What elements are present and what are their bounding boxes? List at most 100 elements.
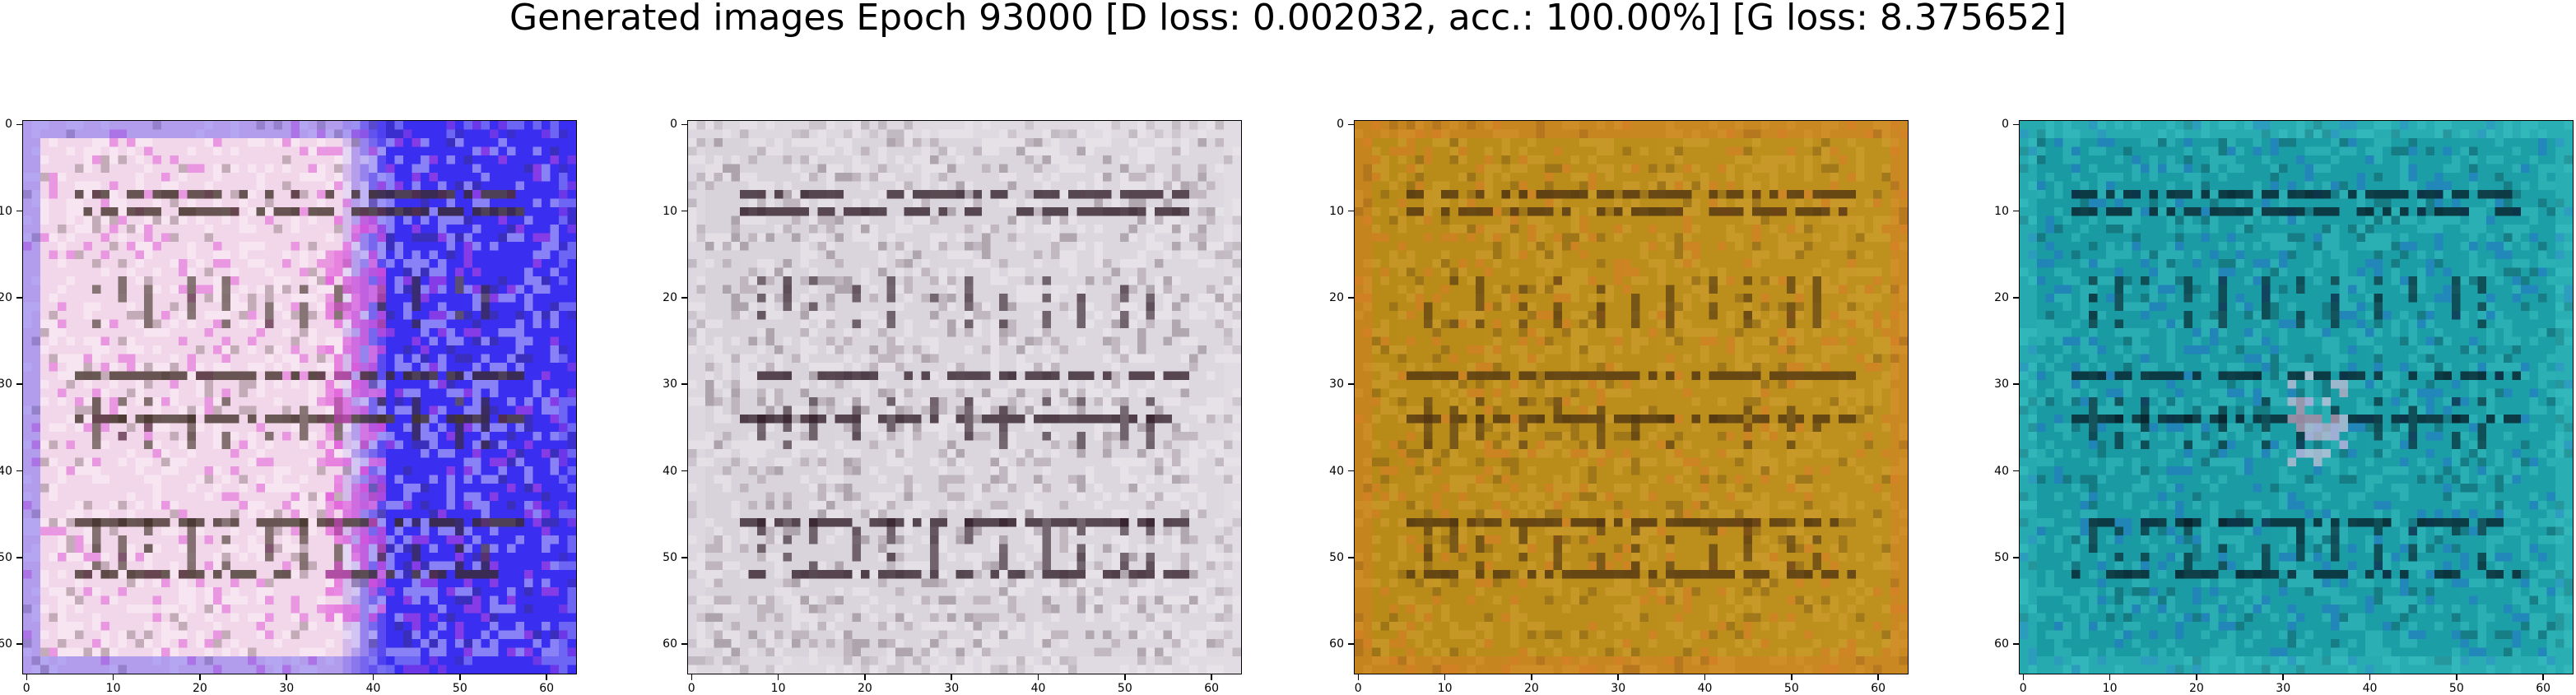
- y-tick: [16, 210, 22, 212]
- x-tick: [546, 674, 547, 680]
- x-tick-label: 60: [539, 682, 555, 695]
- x-tick: [2109, 674, 2111, 680]
- y-tick: [1348, 297, 1354, 299]
- x-tick-label: 30: [279, 682, 295, 695]
- y-tick-label: 10: [663, 204, 677, 218]
- y-tick: [1348, 210, 1354, 212]
- y-tick-label: 0: [5, 118, 12, 132]
- y-tick-label: 50: [1994, 550, 2009, 564]
- x-tick: [864, 674, 866, 680]
- y-tick: [16, 123, 22, 126]
- x-tick: [951, 674, 952, 680]
- y-tick-label: 40: [663, 464, 677, 478]
- y-tick: [2013, 123, 2019, 126]
- y-tick: [681, 383, 687, 385]
- x-tick-label: 50: [1783, 682, 1799, 695]
- x-tick: [2456, 674, 2457, 680]
- y-tick-label: 20: [1329, 290, 1344, 304]
- y-tick-label: 20: [1994, 290, 2009, 304]
- y-tick-label: 20: [0, 290, 12, 304]
- y-tick-label: 40: [0, 464, 12, 478]
- image-canvas-1: [23, 121, 576, 674]
- x-tick-label: 30: [944, 682, 960, 695]
- x-tick-label: 40: [365, 682, 381, 695]
- x-tick-label: 60: [1871, 682, 1886, 695]
- x-tick-label: 20: [192, 682, 207, 695]
- y-tick: [2013, 557, 2019, 558]
- y-tick: [681, 297, 687, 299]
- x-tick-label: 0: [22, 682, 30, 695]
- image-canvas-3: [1355, 121, 1908, 674]
- y-tick-label: 60: [1329, 637, 1344, 651]
- x-tick-label: 0: [2019, 682, 2027, 695]
- x-tick-label: 60: [1204, 682, 1220, 695]
- y-tick: [16, 470, 22, 472]
- x-tick: [372, 674, 374, 680]
- image-canvas-2: [688, 121, 1241, 674]
- x-tick-label: 10: [770, 682, 786, 695]
- generated-image-1: [22, 120, 577, 674]
- y-tick: [1348, 383, 1354, 385]
- x-tick: [286, 674, 287, 680]
- y-tick-label: 60: [663, 637, 677, 651]
- x-tick-label: 40: [2362, 682, 2378, 695]
- y-tick-label: 50: [1329, 550, 1344, 564]
- x-tick-label: 50: [1117, 682, 1132, 695]
- x-tick-label: 40: [1697, 682, 1713, 695]
- x-tick-label: 30: [1611, 682, 1626, 695]
- x-tick: [1877, 674, 1879, 680]
- x-tick: [1444, 674, 1446, 680]
- y-tick-label: 30: [0, 378, 12, 392]
- x-tick: [1531, 674, 1532, 680]
- generated-image-3: [1354, 120, 1909, 674]
- y-tick: [681, 470, 687, 472]
- y-tick-label: 0: [1337, 118, 1344, 132]
- y-tick-label: 10: [1994, 204, 2009, 218]
- y-tick: [1348, 643, 1354, 645]
- image-canvas-4: [2020, 121, 2573, 674]
- x-tick: [112, 674, 114, 680]
- x-tick: [2282, 674, 2284, 680]
- y-tick-label: 50: [0, 550, 12, 564]
- y-tick: [16, 643, 22, 645]
- y-tick: [16, 297, 22, 299]
- x-tick-label: 20: [1523, 682, 1539, 695]
- y-tick-label: 60: [1994, 637, 2009, 651]
- x-tick: [1617, 674, 1619, 680]
- generated-image-2: [687, 120, 1242, 674]
- y-tick: [681, 643, 687, 645]
- x-tick: [1357, 674, 1360, 680]
- y-tick-label: 10: [1329, 204, 1344, 218]
- y-tick: [681, 557, 687, 558]
- y-tick: [681, 210, 687, 212]
- x-tick: [777, 674, 779, 680]
- x-tick: [199, 674, 201, 680]
- y-tick: [2013, 297, 2019, 299]
- x-tick-label: 40: [1030, 682, 1046, 695]
- y-tick: [1348, 470, 1354, 472]
- y-tick-label: 50: [663, 550, 677, 564]
- y-tick: [16, 557, 22, 558]
- generated-image-4: [2019, 120, 2574, 674]
- y-tick-label: 0: [670, 118, 677, 132]
- x-tick-label: 60: [2536, 682, 2551, 695]
- y-tick: [16, 383, 22, 385]
- y-tick: [2013, 643, 2019, 645]
- y-tick: [681, 123, 687, 126]
- y-tick-label: 30: [1329, 378, 1344, 392]
- y-tick: [1348, 123, 1354, 126]
- y-tick-label: 40: [1994, 464, 2009, 478]
- x-tick-label: 10: [105, 682, 121, 695]
- x-tick: [1211, 674, 1212, 680]
- x-tick-label: 0: [687, 682, 695, 695]
- y-tick-label: 30: [1994, 378, 2009, 392]
- x-tick-label: 0: [1354, 682, 1362, 695]
- x-tick: [2196, 674, 2197, 680]
- x-tick: [690, 674, 693, 680]
- x-tick: [2542, 674, 2544, 680]
- y-tick-label: 60: [0, 637, 12, 651]
- x-tick: [2022, 674, 2025, 680]
- x-tick-label: 10: [2102, 682, 2118, 695]
